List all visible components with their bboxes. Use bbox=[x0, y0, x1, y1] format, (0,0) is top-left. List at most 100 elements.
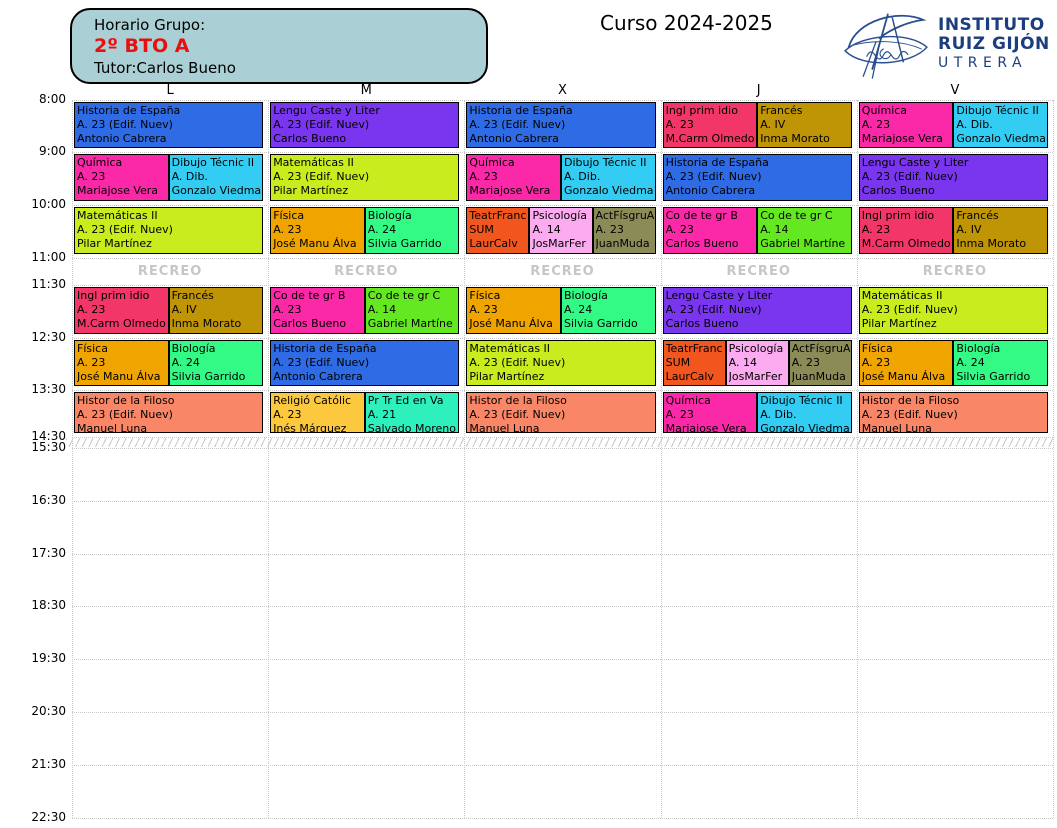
grid-line-horizontal bbox=[72, 501, 1053, 502]
grid-line-horizontal bbox=[72, 818, 1053, 819]
day-header-M: M bbox=[360, 83, 372, 98]
class-cell: Química A. 23 Mariajose Vera bbox=[74, 154, 169, 201]
time-label: 13:30 bbox=[31, 382, 66, 396]
class-cell: Historia de España A. 23 (Edif. Nuev) Anto… bbox=[662, 154, 852, 201]
class-slot: Física A. 23 José Manu Álva Biología A. 24 Si… bbox=[74, 340, 264, 386]
grid-line-horizontal bbox=[72, 437, 1053, 438]
class-subject: Física bbox=[273, 209, 305, 222]
class-teacher: M.Carm Olmedo bbox=[77, 317, 166, 330]
grid-line-vertical bbox=[72, 100, 73, 818]
class-teacher: Silvia Garrido bbox=[171, 370, 246, 383]
class-room: A. 23 (Edif. Nuev) bbox=[665, 170, 762, 183]
class-subject: Física bbox=[861, 342, 893, 355]
class-slot: Historia de España A. 23 (Edif. Nuev) Anto… bbox=[270, 340, 460, 386]
class-cell: Química A. 23 Mariajose Vera bbox=[662, 392, 758, 433]
class-room: A. 23 bbox=[861, 118, 891, 131]
course-title: Curso 2024-2025 bbox=[600, 11, 773, 35]
class-teacher: Manuel Luna bbox=[77, 422, 148, 433]
school-name: INSTITUTO RUIZ GIJÓN UTRERA bbox=[938, 16, 1050, 72]
class-slot: Matemáticas II A. 23 (Edif. Nuev) Pilar Ma… bbox=[74, 207, 264, 254]
class-subject: Psicología bbox=[728, 342, 784, 355]
time-label: 19:30 bbox=[31, 651, 66, 665]
class-slot: Co de te gr B A. 23 Carlos Bueno Co de te g… bbox=[662, 207, 852, 254]
school-logo-icon bbox=[844, 13, 928, 79]
class-slot: Física A. 23 José Manu Álva Biología A. 24 Si… bbox=[466, 287, 656, 334]
grid-line-horizontal bbox=[72, 285, 1053, 286]
class-teacher: Inma Morato bbox=[956, 237, 1027, 250]
class-subject: ActFísgruA bbox=[791, 342, 850, 355]
class-cell: Dibujo Técnic II A. Dib. Gonzalo Viedma bbox=[168, 154, 264, 201]
class-subject: Dibujo Técnic II bbox=[760, 394, 843, 407]
class-cell: Matemáticas II A. 23 (Edif. Nuev) Pilar Ma… bbox=[270, 154, 460, 201]
class-teacher: Manuel Luna bbox=[861, 422, 932, 433]
class-teacher: Gonzalo Viedma bbox=[760, 422, 850, 433]
class-cell: Co de te gr B A. 23 Carlos Bueno bbox=[662, 207, 758, 254]
class-subject: Histor de la Filoso bbox=[77, 394, 175, 407]
class-teacher: Inma Morato bbox=[760, 132, 830, 145]
class-room: A. 23 bbox=[77, 356, 106, 369]
class-room: A. 23 bbox=[665, 408, 694, 421]
class-cell: Biología A. 24 Silvia Garrido bbox=[953, 340, 1048, 386]
class-cell: ActFísgruA A. 23 JuanMuda bbox=[788, 340, 852, 386]
time-label: 17:30 bbox=[31, 546, 66, 560]
class-subject: Matemáticas II bbox=[273, 156, 354, 169]
school-name-line3: UTRERA bbox=[938, 55, 1028, 71]
class-cell: TeatrFranc SUM LaurCalv bbox=[466, 207, 530, 254]
class-room: A. 24 bbox=[563, 303, 593, 316]
class-cell: Histor de la Filoso A. 23 (Edif. Nuev) Man… bbox=[858, 392, 1048, 433]
class-teacher: Manuel Luna bbox=[469, 422, 540, 433]
class-cell: Biología A. 24 Silvia Garrido bbox=[168, 340, 264, 386]
class-subject: Co de te gr C bbox=[367, 289, 441, 302]
class-subject: Historia de España bbox=[665, 156, 769, 169]
group-name: 2º BTO A bbox=[94, 35, 190, 57]
class-cell: Ingl prim idio A. 23 M.Carm Olmedo bbox=[74, 287, 169, 334]
class-room: A. 14 bbox=[760, 223, 789, 236]
class-teacher: Carlos Bueno bbox=[665, 237, 739, 250]
class-subject: Biología bbox=[956, 342, 1001, 355]
class-room: A. 23 bbox=[861, 223, 891, 236]
class-subject: Ingl prim idio bbox=[665, 104, 738, 117]
class-teacher: Mariajose Vera bbox=[469, 184, 551, 197]
class-subject: Histor de la Filoso bbox=[861, 394, 960, 407]
class-cell: Física A. 23 José Manu Álva bbox=[466, 287, 561, 334]
class-subject: Ingl prim idio bbox=[861, 209, 935, 222]
class-subject: Física bbox=[469, 289, 501, 302]
class-cell: Matemáticas II A. 23 (Edif. Nuev) Pilar Ma… bbox=[74, 207, 264, 254]
class-slot: Ingl prim idio A. 23 M.Carm Olmedo Francés A… bbox=[74, 287, 264, 334]
class-room: SUM bbox=[665, 356, 691, 369]
class-room: A. 24 bbox=[956, 356, 985, 369]
class-slot: Historia de España A. 23 (Edif. Nuev) Anto… bbox=[466, 102, 656, 148]
group-label: Horario Grupo: bbox=[94, 16, 206, 34]
time-label: 22:30 bbox=[31, 810, 66, 824]
class-cell: Matemáticas II A. 23 (Edif. Nuev) Pilar Ma… bbox=[466, 340, 656, 386]
class-subject: Lengu Caste y Liter bbox=[861, 156, 969, 169]
class-cell: Histor de la Filoso A. 23 (Edif. Nuev) Man… bbox=[74, 392, 264, 433]
class-subject: Co de te gr B bbox=[273, 289, 346, 302]
class-cell: Matemáticas II A. 23 (Edif. Nuev) Pilar Ma… bbox=[858, 287, 1048, 334]
class-subject: Historia de España bbox=[469, 104, 573, 117]
class-cell: Co de te gr C A. 14 Gabriel Martíne bbox=[364, 287, 460, 334]
class-room: A. 23 (Edif. Nuev) bbox=[77, 408, 173, 421]
recreo-label: RECREO bbox=[922, 264, 988, 279]
class-teacher: Pilar Martínez bbox=[861, 317, 937, 330]
class-slot: Matemáticas II A. 23 (Edif. Nuev) Pilar Ma… bbox=[858, 287, 1048, 334]
class-subject: Dibujo Técnic II bbox=[956, 104, 1039, 117]
class-cell: Física A. 23 José Manu Álva bbox=[858, 340, 954, 386]
class-teacher: Gonzalo Viedma bbox=[956, 132, 1046, 145]
class-subject: Co de te gr C bbox=[760, 209, 833, 222]
grid-line-horizontal bbox=[72, 448, 1053, 449]
class-room: A. 23 (Edif. Nuev) bbox=[469, 356, 566, 369]
class-teacher: José Manu Álva bbox=[273, 237, 357, 250]
class-slot: Química A. 23 Mariajose Vera Dibujo Técnic … bbox=[466, 154, 656, 201]
class-subject: Biología bbox=[563, 289, 608, 302]
class-room: A. 23 bbox=[791, 356, 821, 369]
class-cell: Historia de España A. 23 (Edif. Nuev) Anto… bbox=[74, 102, 264, 148]
class-teacher: Antonio Cabrera bbox=[469, 132, 559, 145]
class-teacher: JosMarFer bbox=[532, 237, 586, 250]
class-slot: Física A. 23 José Manu Álva Biología A. 24 Si… bbox=[858, 340, 1048, 386]
class-teacher: LaurCalv bbox=[665, 370, 714, 383]
class-cell: Dibujo Técnic II A. Dib. Gonzalo Viedma bbox=[560, 154, 656, 201]
class-cell: Química A. 23 Mariajose Vera bbox=[858, 102, 954, 148]
class-room: A. Dib. bbox=[956, 118, 993, 131]
